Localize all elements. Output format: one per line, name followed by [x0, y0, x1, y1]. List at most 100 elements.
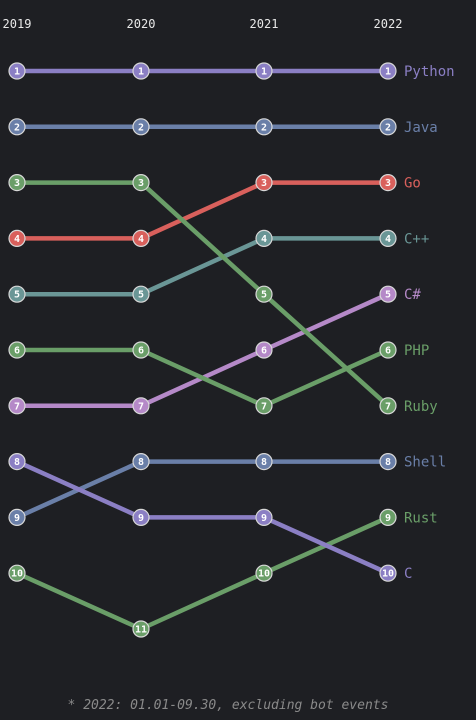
rank-number: 11 [135, 625, 147, 636]
rank-number: 8 [385, 457, 391, 468]
rank-marker-c-2019: 8 [8, 453, 26, 471]
year-label-2022: 2022 [374, 17, 403, 31]
rank-marker-go-2020: 4 [132, 229, 150, 247]
series-line-go [14, 180, 391, 241]
rank-marker-java-2022: 2 [379, 118, 397, 136]
rank-marker-go-2021: 3 [255, 174, 273, 192]
rank-dot [255, 564, 273, 582]
rank-dot [255, 341, 273, 359]
rank-marker-java-2021: 2 [255, 118, 273, 136]
rank-dot [255, 397, 273, 415]
rank-dot [255, 508, 273, 527]
ranking-lines [14, 68, 391, 632]
rank-dot [8, 508, 26, 527]
rank-number: 8 [261, 457, 267, 468]
rank-marker-csharp-2019: 7 [8, 397, 26, 415]
rank-dot [132, 397, 150, 415]
rank-dot [255, 229, 273, 247]
rank-dot [8, 341, 26, 359]
footnote: * 2022: 01.01-09.30, excluding bot event… [68, 698, 389, 713]
rank-dot [379, 62, 397, 80]
rank-marker-ruby-2021: 5 [255, 285, 273, 303]
rank-marker-c-2021: 9 [255, 508, 273, 527]
legend-label-rust: Rust [404, 510, 438, 526]
legend-label-c: C [404, 566, 412, 582]
rank-dot [132, 62, 150, 80]
rank-number: 10 [258, 569, 270, 580]
legend-label-java: Java [404, 120, 438, 136]
legend-label-cpp: C++ [404, 231, 429, 247]
rank-marker-php-2022: 6 [379, 341, 397, 359]
rank-marker-python-2021: 1 [255, 62, 273, 80]
rank-marker-shell-2019: 9 [8, 508, 26, 527]
legend-labels: Python Java Go C++ C# PHP Ruby Shell Rust C [404, 64, 455, 582]
rank-marker-csharp-2021: 6 [255, 341, 273, 359]
rank-marker-php-2021: 7 [255, 397, 273, 415]
series-line-php [14, 347, 391, 409]
rank-number: 7 [138, 401, 144, 412]
rank-number: 10 [11, 569, 23, 580]
rank-number: 8 [138, 457, 144, 468]
rank-dot [379, 453, 397, 471]
rank-marker-csharp-2022: 5 [379, 285, 397, 303]
rank-number: 7 [261, 401, 267, 412]
rank-marker-ruby-2019: 3 [8, 174, 26, 192]
rank-number: 2 [138, 122, 144, 133]
rank-marker-java-2020: 2 [132, 118, 150, 136]
rank-number: 10 [382, 569, 394, 580]
rank-marker-ruby-2020: 3 [132, 174, 150, 192]
rank-dot [8, 285, 26, 303]
rank-marker-rust-2019: 10 [8, 564, 26, 582]
year-label-2019: 2019 [3, 17, 32, 31]
rank-number: 3 [261, 178, 267, 189]
series-line-ruby [14, 180, 391, 409]
rank-dot [379, 341, 397, 359]
rank-marker-rust-2020: 11 [132, 620, 150, 638]
rank-dot [8, 453, 26, 471]
rank-number: 9 [14, 513, 20, 524]
rank-number: 9 [385, 513, 391, 524]
rank-number: 5 [385, 290, 391, 301]
rank-number: 4 [138, 234, 144, 245]
rank-number: 8 [14, 457, 20, 468]
rank-number: 1 [385, 67, 391, 78]
series-line-cpp [14, 236, 391, 297]
rank-number: 2 [14, 122, 20, 133]
rank-dot [255, 174, 273, 192]
rank-marker-shell-2020: 8 [132, 453, 150, 471]
rank-number: 9 [261, 513, 267, 524]
rank-number: 1 [14, 67, 20, 78]
rank-dot [132, 508, 150, 527]
rank-number: 3 [14, 178, 20, 189]
rank-number: 1 [138, 67, 144, 78]
rank-number: 6 [138, 346, 144, 357]
rank-dot [379, 285, 397, 303]
rank-marker-csharp-2020: 7 [132, 397, 150, 415]
legend-label-go: Go [404, 176, 421, 192]
series-line-shell [14, 459, 391, 520]
rank-dot [132, 341, 150, 359]
rank-number: 6 [261, 346, 267, 357]
rank-marker-python-2022: 1 [379, 62, 397, 80]
rank-dot [8, 174, 26, 192]
rank-number: 4 [261, 234, 267, 245]
rank-number: 5 [138, 290, 144, 301]
rank-number: 1 [261, 67, 267, 78]
rank-dot [379, 229, 397, 247]
rank-marker-python-2019: 1 [8, 62, 26, 80]
legend-label-python: Python [404, 64, 455, 80]
rank-number: 2 [385, 122, 391, 133]
rank-marker-rust-2022: 9 [379, 508, 397, 527]
rank-number: 6 [14, 346, 20, 357]
rank-marker-ruby-2022: 7 [379, 397, 397, 415]
rank-dot [255, 62, 273, 80]
legend-label-ruby: Ruby [404, 399, 438, 415]
rank-marker-php-2019: 6 [8, 341, 26, 359]
rank-marker-cpp-2022: 4 [379, 229, 397, 247]
legend-label-shell: Shell [404, 455, 446, 471]
rank-number: 5 [14, 290, 20, 301]
rank-dot [8, 229, 26, 247]
series-line-c [14, 459, 391, 576]
rank-marker-cpp-2019: 5 [8, 285, 26, 303]
